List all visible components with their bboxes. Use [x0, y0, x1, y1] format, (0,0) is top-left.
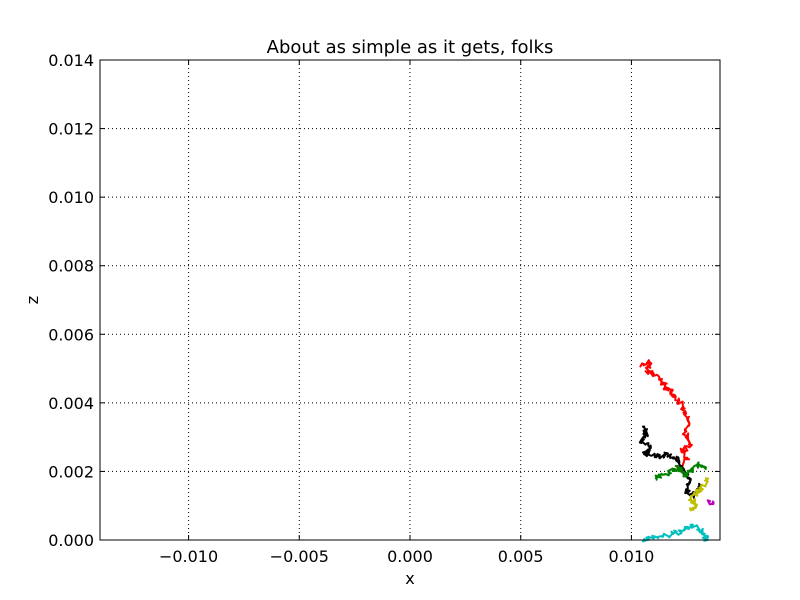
y-tick-label: 0.012	[48, 120, 94, 139]
y-axis-label: z	[23, 296, 42, 304]
y-tick-label: 0.010	[48, 188, 94, 207]
x-tick-label: 0.010	[609, 547, 655, 566]
series-line-2	[654, 461, 708, 481]
series-layer	[638, 359, 715, 543]
x-tick-label: 0.005	[498, 547, 544, 566]
series-line-5	[706, 499, 715, 506]
series-line-3	[688, 477, 710, 512]
y-tick-label: 0.006	[48, 325, 94, 344]
x-axis-label: x	[405, 569, 414, 588]
series-line-1	[638, 425, 701, 499]
chart-title: About as simple as it gets, folks	[267, 37, 554, 58]
x-tick-label: 0.000	[387, 547, 433, 566]
grid-lines	[100, 60, 720, 540]
series-line-0	[639, 359, 693, 476]
y-tick-label: 0.014	[48, 51, 94, 70]
y-tick-label: 0.002	[48, 462, 94, 481]
x-tick-label: −0.005	[270, 547, 329, 566]
series-line-4	[641, 523, 710, 543]
x-tick-label: −0.010	[159, 547, 218, 566]
y-tick-label: 0.004	[48, 394, 94, 413]
y-tick-label: 0.008	[48, 257, 94, 276]
axis-ticks: −0.010 −0.005 0.000 0.005 0.010 0.000 0.002 0.0…	[48, 51, 720, 566]
y-tick-label: 0.000	[48, 531, 94, 550]
